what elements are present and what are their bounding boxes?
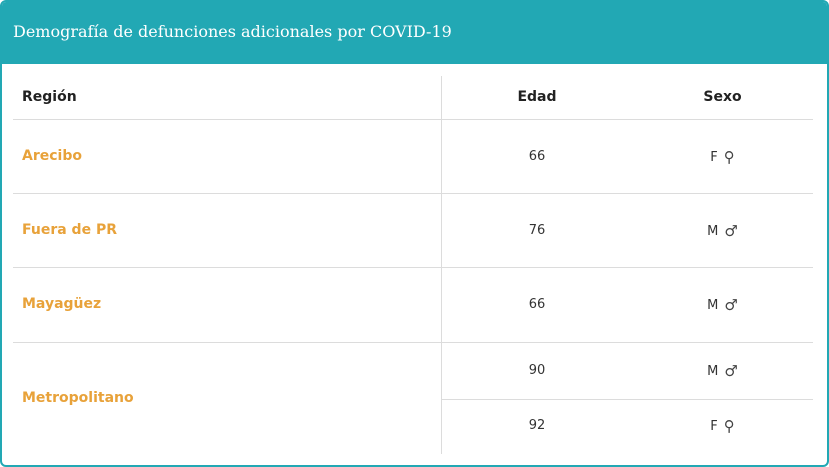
column-header-edad: Edad (517, 89, 557, 105)
male-icon: ♂ (724, 222, 738, 240)
column-divider (441, 76, 442, 454)
row-divider (13, 193, 813, 194)
sexo-label: F (710, 150, 718, 165)
card-title: Demografía de defunciones adicionales po… (13, 22, 452, 41)
sub-row-divider (442, 399, 813, 400)
column-header-region: Región (22, 89, 77, 105)
card-header: Demografía de defunciones adicionales po… (2, 2, 827, 64)
sexo-cell: M ♂ (632, 296, 813, 314)
edad-cell: 66 (528, 149, 546, 164)
row-divider (13, 342, 813, 343)
region-cell: Arecibo (22, 148, 82, 164)
female-icon: ⚲ (723, 148, 735, 166)
region-cell: Metropolitano (22, 390, 134, 406)
edad-cell: 92 (528, 418, 546, 433)
region-cell: Fuera de PR (22, 222, 117, 238)
edad-cell: 76 (528, 223, 546, 238)
female-icon: ⚲ (723, 417, 735, 435)
row-divider (13, 119, 813, 120)
column-header-sexo: Sexo (703, 89, 742, 105)
sexo-label: M (707, 298, 719, 313)
row-divider (13, 267, 813, 268)
male-icon: ♂ (724, 296, 738, 314)
sexo-label: F (710, 419, 718, 434)
sexo-cell: F ⚲ (632, 148, 813, 166)
sexo-cell: M ♂ (632, 222, 813, 240)
edad-cell: 90 (528, 363, 546, 378)
edad-cell: 66 (528, 297, 546, 312)
sexo-cell: M ♂ (632, 362, 813, 380)
region-cell: Mayagüez (22, 296, 102, 312)
sexo-label: M (707, 364, 719, 379)
sexo-label: M (707, 224, 719, 239)
demographics-table: Región Edad Sexo Arecibo 66 F ⚲ Fuera de … (13, 76, 813, 454)
male-icon: ♂ (724, 362, 738, 380)
sexo-cell: F ⚲ (632, 417, 813, 435)
